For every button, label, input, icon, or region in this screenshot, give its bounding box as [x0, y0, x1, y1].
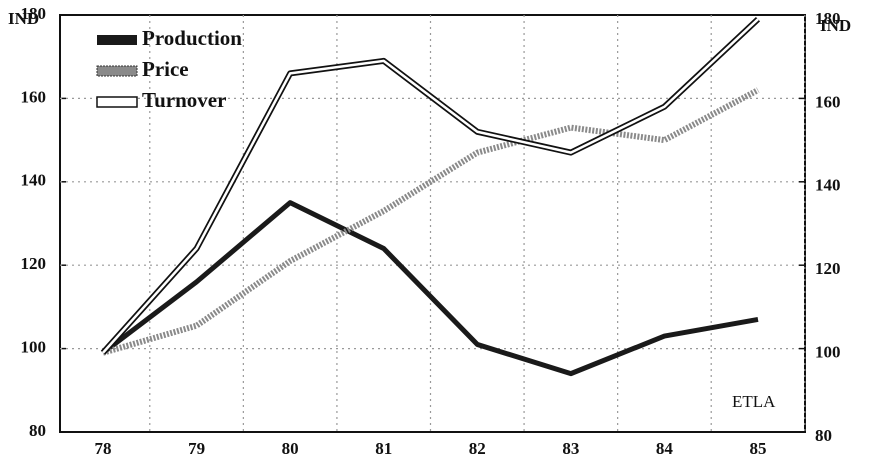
x-tick-label: 85	[750, 439, 767, 458]
legend-swatch	[97, 35, 137, 45]
y2-tick-label: 160	[815, 92, 841, 111]
y2-tick-label: 100	[815, 343, 841, 362]
legend-label: Price	[142, 57, 189, 81]
legend-swatch	[96, 96, 138, 108]
y-tick-label: 100	[21, 338, 47, 357]
y-axis-label: IND	[8, 9, 39, 28]
series-line	[102, 18, 759, 354]
y-tick-label: 180	[21, 4, 47, 23]
y2-tick-label: 120	[815, 259, 841, 278]
y-tick-label: 160	[21, 87, 47, 106]
y2-axis-label: IND	[820, 16, 851, 35]
x-tick-label: 78	[95, 439, 112, 458]
legend-swatch	[96, 65, 138, 77]
y-tick-label: 80	[29, 421, 46, 440]
y-tick-label: 140	[21, 171, 47, 190]
y2-tick-label: 80	[815, 426, 832, 445]
plot-frame	[59, 14, 806, 433]
legend-label: Production	[142, 26, 242, 50]
x-tick-label: 82	[469, 439, 486, 458]
x-tick-label: 80	[282, 439, 299, 458]
annotation: ETLA	[732, 392, 776, 411]
x-tick-label: 84	[656, 439, 674, 458]
series-line	[102, 87, 760, 356]
x-tick-label: 83	[562, 439, 579, 458]
series-line	[101, 200, 759, 377]
x-tick-label: 81	[375, 439, 392, 458]
x-tick-label: 79	[188, 439, 205, 458]
legend-label: Turnover	[142, 88, 226, 112]
y-tick-label: 120	[21, 254, 47, 273]
y2-tick-label: 180	[815, 9, 841, 28]
y2-tick-label: 140	[815, 176, 841, 195]
